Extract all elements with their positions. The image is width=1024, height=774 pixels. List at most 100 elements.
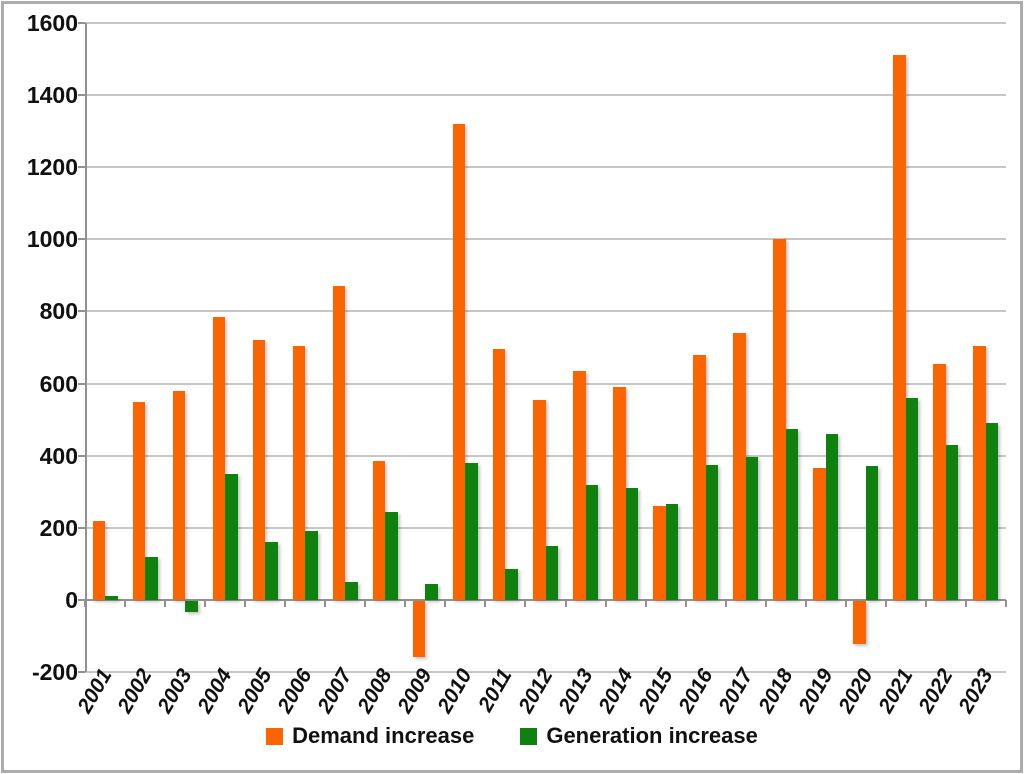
x-axis-tick-18	[804, 599, 807, 607]
bar-generation-increase-2009	[425, 583, 438, 600]
gridline-1200	[85, 166, 1006, 169]
y-axis-tick-400	[78, 454, 85, 457]
bar-generation-increase-2008	[385, 511, 398, 600]
bar-demand-increase-2010	[452, 123, 466, 600]
bar-demand-increase-2015	[653, 506, 666, 600]
bar-demand-increase-2011	[492, 349, 506, 600]
bar-demand-increase-2005	[252, 340, 266, 600]
x-axis-tick-11	[524, 599, 527, 607]
y-axis-tick-1000	[78, 238, 85, 241]
bar-generation-increase-2003	[185, 600, 198, 612]
y-axis-label--200: -200	[31, 659, 78, 685]
x-axis-tick-2	[164, 599, 167, 607]
bar-demand-increase-2012	[533, 399, 546, 600]
bar-generation-increase-2002	[145, 556, 158, 600]
x-axis-tick-22	[964, 599, 967, 607]
bar-demand-increase-2021	[893, 55, 906, 600]
x-axis-tick-9	[444, 599, 447, 607]
bar-demand-increase-2006	[292, 345, 306, 600]
bar-demand-increase-2023	[973, 345, 986, 600]
bar-generation-increase-2022	[945, 444, 959, 600]
gridline-600	[85, 382, 1006, 385]
legend-swatch-generation-increase	[520, 727, 538, 745]
bar-generation-increase-2007	[345, 581, 358, 600]
x-axis-tick-14	[644, 599, 647, 607]
x-axis-tick-0	[84, 599, 86, 607]
y-axis-tick-1200	[78, 166, 85, 169]
x-axis-tick-21	[924, 599, 927, 607]
bar-generation-increase-2010	[465, 462, 478, 600]
bar-generation-increase-2016	[705, 464, 719, 600]
y-axis-label-1200: 1200	[26, 154, 78, 181]
x-axis-tick-6	[324, 599, 327, 607]
y-axis-label-400: 400	[39, 442, 78, 469]
x-axis-tick-17	[764, 599, 767, 607]
x-axis-tick-10	[484, 599, 487, 607]
x-axis-tick-19	[844, 599, 847, 607]
bar-generation-increase-2017	[745, 457, 759, 600]
gridline-400	[85, 454, 1006, 457]
bar-demand-increase-2008	[372, 461, 386, 600]
bar-demand-increase-2004	[212, 316, 226, 600]
x-axis-tick-3	[204, 599, 207, 607]
x-axis-tick-16	[724, 599, 727, 607]
bar-generation-increase-2001	[105, 596, 118, 600]
bar-generation-increase-2014	[625, 488, 639, 600]
y-axis-tick-800	[78, 310, 85, 313]
bar-generation-increase-2019	[825, 434, 839, 600]
gridline-1000	[85, 238, 1006, 241]
x-axis-tick-13	[604, 599, 607, 607]
legend-swatch-demand-increase	[266, 727, 284, 745]
bar-demand-increase-2017	[733, 333, 746, 600]
legend-item-demand-increase: Demand increase	[266, 723, 474, 749]
x-axis-tick-15	[684, 599, 687, 607]
y-axis-label-600: 600	[39, 370, 78, 397]
bar-generation-increase-2015	[665, 504, 679, 600]
y-axis-label-1600: 1600	[26, 10, 78, 36]
legend-item-generation-increase: Generation increase	[520, 723, 758, 749]
x-axis-tick-4	[244, 599, 247, 607]
x-axis-tick-23	[1005, 599, 1007, 607]
gridline-200	[85, 526, 1006, 529]
gridline-800	[85, 310, 1006, 313]
bar-demand-increase-2013	[573, 370, 586, 600]
bar-demand-increase-2009	[412, 600, 426, 657]
y-axis-tick-1400	[78, 94, 85, 97]
x-axis-tick-5	[284, 599, 287, 607]
y-axis-label-1000: 1000	[26, 226, 78, 253]
y-axis-tick-200	[78, 526, 85, 529]
gridline-1600	[85, 22, 1006, 24]
bar-demand-increase-2001	[92, 520, 106, 600]
x-axis-tick-1	[124, 599, 127, 607]
y-axis-tick-0	[78, 598, 85, 601]
gridline-1400	[85, 94, 1006, 97]
bar-generation-increase-2013	[585, 484, 599, 600]
x-axis-tick-20	[884, 599, 887, 607]
bar-demand-increase-2018	[773, 239, 786, 600]
bar-generation-increase-2020	[865, 466, 879, 600]
bar-demand-increase-2020	[853, 600, 866, 645]
bar-generation-increase-2005	[265, 542, 278, 600]
x-axis-tick-12	[564, 599, 567, 607]
x-axis-tick-7	[364, 599, 367, 607]
bar-generation-increase-2021	[905, 397, 919, 600]
y-axis-label-1400: 1400	[26, 82, 78, 109]
bar-generation-increase-2012	[545, 545, 558, 600]
x-axis-tick-8	[404, 599, 407, 607]
bar-generation-increase-2011	[505, 569, 518, 600]
legend: Demand increase Generation increase	[4, 723, 1020, 749]
bar-demand-increase-2019	[813, 468, 826, 600]
bar-demand-increase-2016	[693, 354, 706, 600]
y-axis-tick-1600	[78, 22, 85, 24]
y-axis-tick-600	[78, 382, 85, 385]
bar-demand-increase-2002	[132, 401, 146, 600]
bar-demand-increase-2003	[172, 390, 186, 600]
y-axis-label-800: 800	[39, 298, 78, 325]
bar-generation-increase-2004	[225, 473, 238, 600]
y-axis-label-200: 200	[39, 514, 78, 541]
y-axis-tick--200	[78, 671, 85, 673]
bar-demand-increase-2014	[613, 387, 626, 600]
bar-demand-increase-2022	[933, 363, 946, 600]
